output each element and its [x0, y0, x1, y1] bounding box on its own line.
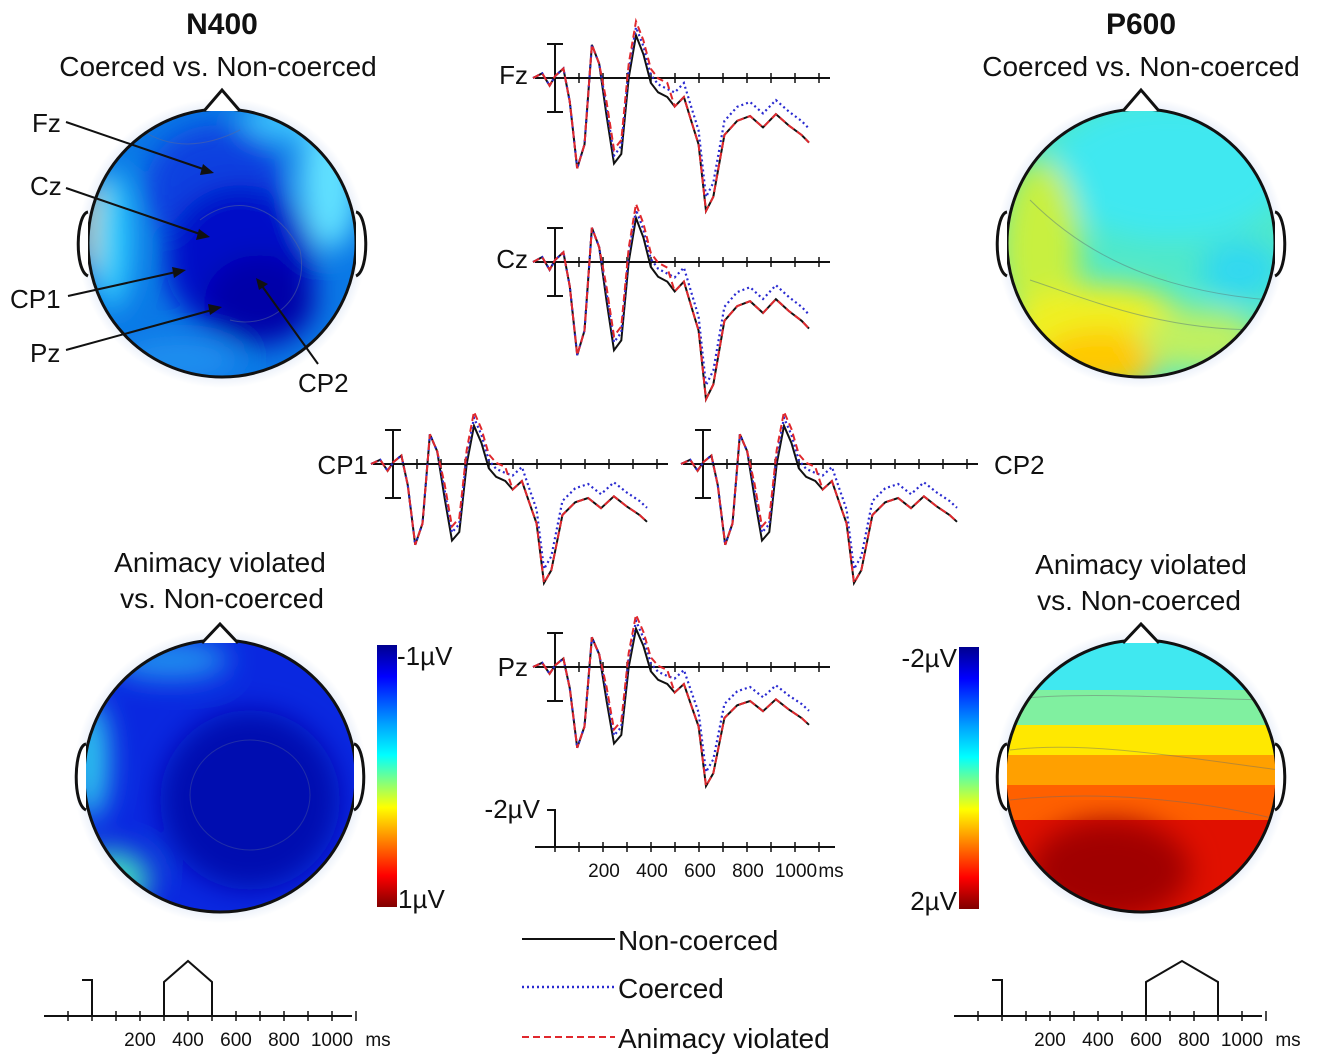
time-window-axes: ms ms 200 400 600 800 1000 200 400 600 800 1000	[44, 959, 1301, 1051]
n400-title: N400	[186, 8, 258, 41]
n400-colorbar: -1µV 1µV	[377, 641, 453, 914]
p600-window-tick-label: 400	[1082, 1030, 1114, 1051]
legend: Non-coerced Coerced Animacy violated	[522, 925, 830, 1054]
erp-trace-cz-coerced	[532, 205, 810, 390]
n400-coerced-topomap	[76, 87, 368, 388]
p600-colorbar-bottom-label: 2µV	[910, 886, 957, 916]
p600-window-tick-label: 800	[1178, 1030, 1210, 1051]
pointer-label-cp2: CP2	[298, 368, 349, 398]
p600-coerced-topomap	[995, 87, 1287, 388]
legend-label-coerced: Coerced	[618, 973, 724, 1004]
p600-colorbar: -2µV 2µV	[902, 643, 979, 916]
erp-waveforms: Fz Cz CP1 CP2 Pz	[317, 17, 1045, 790]
erp-channel-cp2: CP2	[680, 408, 1045, 587]
n400-bottom-subtitle-line2: vs. Non-coerced	[120, 583, 324, 614]
erp-channel-label-cp2: CP2	[994, 450, 1045, 480]
erp-trace-pz-animacy-violated	[532, 611, 810, 790]
erp-trace-cp2-coerced	[680, 414, 958, 573]
n400-colorbar-bottom-label: 1µV	[398, 884, 445, 914]
erp-channel-label-pz: Pz	[498, 652, 528, 682]
erp-channel-label-cp1: CP1	[317, 450, 368, 480]
pointer-arrow-cz	[65, 187, 201, 235]
erp-channel-label-fz: Fz	[499, 60, 528, 90]
scale-tick-label: 600	[684, 861, 716, 882]
erp-channel-cp1: CP1	[317, 408, 668, 587]
erp-trace-cp1-coerced	[370, 414, 648, 573]
pointer-label-pz: Pz	[30, 338, 60, 368]
p600-window-zero-marker	[992, 979, 1003, 1016]
n400-window-tick-label: 800	[268, 1030, 300, 1051]
pointer-label-fz: Fz	[32, 108, 61, 138]
p600-bottom-heading: Animacy violated vs. Non-coerced	[1035, 549, 1247, 616]
p600-window-tick-label: 600	[1130, 1030, 1162, 1051]
n400-bottom-subtitle-line1: Animacy violated	[114, 547, 326, 578]
p600-window-tick-label: 200	[1034, 1030, 1066, 1051]
erp-channel-label-cz: Cz	[496, 244, 528, 274]
erp-trace-cz-animacy-violated	[532, 200, 810, 403]
n400-window-unit: ms	[365, 1030, 390, 1051]
pointer-arrow-fz	[65, 121, 207, 171]
p600-title: P600	[1106, 8, 1176, 41]
n400-window-axis: 200 400 600 800 1000	[44, 959, 357, 1051]
p600-window-unit: ms	[1275, 1030, 1300, 1051]
n400-colorbar-top-label: -1µV	[397, 641, 453, 671]
erp-scale: -2µV ms 200 400 600 800 1000	[485, 794, 844, 882]
n400-bottom-heading: Animacy violated vs. Non-coerced	[114, 547, 326, 614]
legend-label-animacy-violated: Animacy violated	[618, 1023, 830, 1054]
p600-animacy-topomap	[994, 621, 1288, 923]
scale-tick-label: 1000	[775, 861, 817, 882]
erp-trace-pz-coerced	[532, 617, 810, 776]
p600-colorbar-top-label: -2µV	[902, 643, 958, 673]
n400-animacy-topomap	[73, 621, 367, 923]
legend-label-non-coerced: Non-coerced	[618, 925, 778, 956]
n400-window-tick-label: 400	[172, 1030, 204, 1051]
p600-bottom-subtitle-line2: vs. Non-coerced	[1037, 585, 1241, 616]
p600-heading: P600 Coerced vs. Non-coerced	[982, 8, 1299, 82]
n400-window-zero-marker	[82, 979, 93, 1016]
electrode-pointers: Fz Cz CP1 Pz CP2	[10, 108, 349, 398]
scale-tick-label: 200	[588, 861, 620, 882]
n400-heading: N400 Coerced vs. Non-coerced	[59, 8, 376, 82]
n400-analysis-window	[163, 959, 213, 1016]
p600-analysis-window	[1145, 959, 1219, 1016]
p600-top-subtitle: Coerced vs. Non-coerced	[982, 51, 1299, 82]
scale-tick-label: 800	[732, 861, 764, 882]
scale-amplitude-bar	[547, 809, 556, 847]
p600-bottom-subtitle-line1: Animacy violated	[1035, 549, 1247, 580]
scale-tick-label: 400	[636, 861, 668, 882]
erp-channel-pz: Pz	[498, 611, 830, 790]
p600-window-axis: 200 400 600 800 1000	[954, 959, 1267, 1051]
erp-trace-cp2-animacy-violated	[680, 408, 958, 587]
erp-channel-fz: Fz	[499, 17, 830, 215]
scale-unit-label: ms	[818, 861, 843, 882]
pointer-label-cz: Cz	[30, 171, 62, 201]
n400-window-tick-label: 600	[220, 1030, 252, 1051]
p600-window-tick-label: 1000	[1221, 1030, 1263, 1051]
erp-channel-cz: Cz	[496, 200, 830, 403]
n400-top-subtitle: Coerced vs. Non-coerced	[59, 51, 376, 82]
erp-trace-fz-animacy-violated	[532, 17, 810, 215]
erp-trace-cp1-animacy-violated	[370, 408, 648, 587]
pointer-arrow-pz	[65, 309, 213, 351]
n400-window-tick-label: 1000	[311, 1030, 353, 1051]
erp-trace-fz-coerced	[532, 23, 810, 201]
pointer-arrow-cp2	[261, 285, 319, 365]
n400-window-tick-label: 200	[124, 1030, 156, 1051]
scale-amplitude-label: -2µV	[485, 794, 541, 824]
pointer-arrow-cp1	[67, 271, 177, 297]
pointer-label-cp1: CP1	[10, 284, 61, 314]
